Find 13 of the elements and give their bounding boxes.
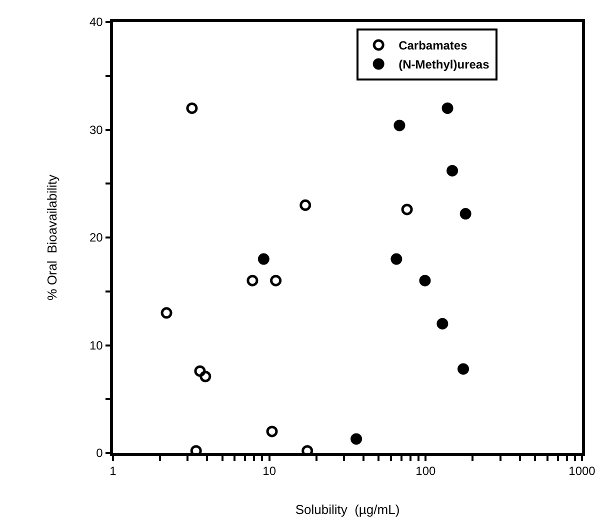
legend-label: (N-Methyl)ureas (398, 58, 490, 72)
y-axis-title: % Oral Bioavailability (44, 174, 60, 300)
x-tick-label: 1000 (568, 464, 596, 478)
x-tick-label: 100 (416, 464, 436, 478)
y-tick-label: 10 (89, 338, 104, 352)
x-tick-label: 10 (262, 464, 276, 478)
y-tick-label: 20 (89, 230, 104, 245)
y-tick-label: 40 (89, 15, 104, 30)
x-tick-label: 1 (110, 464, 117, 478)
y-tick-label: 0 (96, 446, 104, 460)
y-tick-label: 30 (89, 122, 104, 137)
x-axis-title: Solubility (µg/mL) (295, 502, 400, 517)
legend-label: Carbamates (398, 38, 468, 53)
